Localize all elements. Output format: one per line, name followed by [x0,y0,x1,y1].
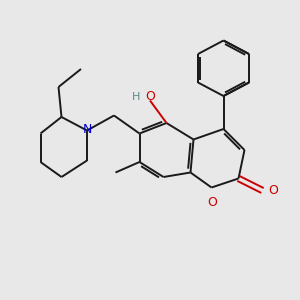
Text: H: H [132,92,140,102]
Text: O: O [268,184,278,197]
Text: O: O [145,90,155,104]
Text: O: O [207,196,217,209]
Text: N: N [83,123,92,136]
